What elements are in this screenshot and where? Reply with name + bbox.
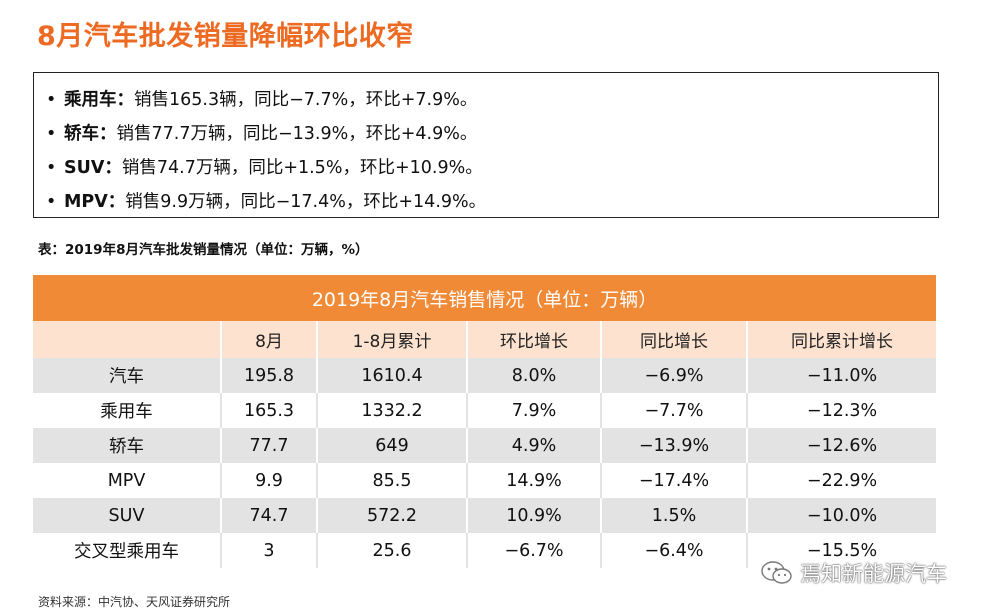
table-cell: −22.9% xyxy=(747,463,937,498)
table-cell: −6.7% xyxy=(467,533,602,568)
table-row: 汽车 195.8 1610.4 8.0% −6.9% −11.0% xyxy=(33,358,937,393)
summary-line: • MPV：销售9.9万辆，同比−17.4%，环比+14.9%。 xyxy=(46,185,938,219)
table-cell: 85.5 xyxy=(317,463,468,498)
table-cell: 14.9% xyxy=(467,463,602,498)
bullet: • xyxy=(46,90,57,110)
summary-line: • SUV：销售74.7万辆，同比+1.5%，环比+10.9%。 xyxy=(46,151,938,185)
summary-box: • 乘用车：销售165.3辆，同比−7.7%，环比+7.9%。 • 轿车：销售77.… xyxy=(33,72,939,218)
bullet: • xyxy=(46,124,57,144)
table-row: 交叉型乘用车 3 25.6 −6.7% −6.4% −15.5% xyxy=(33,533,937,568)
source-note: 资料来源：中汽协、天风证券研究所 xyxy=(38,595,231,609)
table-cell: 77.7 xyxy=(221,428,318,463)
watermark: 焉知新能源汽车 xyxy=(760,557,947,589)
table-cell: 9.9 xyxy=(221,463,318,498)
table-cell: 1.5% xyxy=(601,498,748,533)
table-cell: MPV xyxy=(33,463,222,498)
table-cell: −11.0% xyxy=(747,358,937,393)
table-cell: 乘用车 xyxy=(33,393,222,428)
summary-text: 销售165.3辆，同比−7.7%，环比+7.9%。 xyxy=(134,90,478,110)
wechat-icon xyxy=(761,561,792,584)
table-cell: SUV xyxy=(33,498,222,533)
column-header: 同比累计增长 xyxy=(747,321,937,358)
summary-text: 销售77.7万辆，同比−13.9%，环比+4.9%。 xyxy=(116,124,478,144)
table-cell: −6.4% xyxy=(601,533,748,568)
table-cell: −12.3% xyxy=(747,393,937,428)
table-cell: 交叉型乘用车 xyxy=(33,533,222,568)
summary-label: MPV： xyxy=(64,192,126,212)
table-cell: −7.7% xyxy=(601,393,748,428)
table-cell: 轿车 xyxy=(33,428,222,463)
table-cell: 572.2 xyxy=(317,498,468,533)
table-cell: 3 xyxy=(221,533,318,568)
table-cell: −6.9% xyxy=(601,358,748,393)
table-cell: −10.0% xyxy=(747,498,937,533)
column-header: 环比增长 xyxy=(467,321,602,358)
table-cell: 195.8 xyxy=(221,358,318,393)
summary-text: 销售74.7万辆，同比+1.5%，环比+10.9%。 xyxy=(121,158,483,178)
table-cell: 1610.4 xyxy=(317,358,468,393)
table-caption: 表：2019年8月汽车批发销量情况（单位：万辆，%） xyxy=(38,242,369,258)
table-cell: 10.9% xyxy=(467,498,602,533)
table-cell: 74.7 xyxy=(221,498,318,533)
column-header: 8月 xyxy=(221,321,318,358)
table-cell: −15.5% xyxy=(747,533,937,568)
table-cell: −12.6% xyxy=(747,428,937,463)
table-cell: 汽车 xyxy=(33,358,222,393)
bullet: • xyxy=(46,192,57,212)
table-cell: 1332.2 xyxy=(317,393,468,428)
table-cell: 25.6 xyxy=(317,533,468,568)
table-cell: 7.9% xyxy=(467,393,602,428)
column-header: 1-8月累计 xyxy=(317,321,468,358)
summary-label: 乘用车： xyxy=(64,90,134,110)
summary-text: 销售9.9万辆，同比−17.4%，环比+14.9%。 xyxy=(125,192,487,212)
table-cell: 165.3 xyxy=(221,393,318,428)
summary-line: • 轿车：销售77.7万辆，同比−13.9%，环比+4.9%。 xyxy=(46,117,938,151)
table-row: SUV 74.7 572.2 10.9% 1.5% −10.0% xyxy=(33,498,937,533)
table-row: 轿车 77.7 649 4.9% −13.9% −12.6% xyxy=(33,428,937,463)
summary-label: SUV： xyxy=(64,158,122,178)
summary-line: • 乘用车：销售165.3辆，同比−7.7%，环比+7.9%。 xyxy=(46,83,938,117)
bullet: • xyxy=(46,158,57,178)
table-row: MPV 9.9 85.5 14.9% −17.4% −22.9% xyxy=(33,463,937,498)
table-cell: 649 xyxy=(317,428,468,463)
table-title: 2019年8月汽车销售情况（单位：万辆） xyxy=(33,275,937,321)
table-cell: 4.9% xyxy=(467,428,602,463)
column-header xyxy=(33,321,222,358)
page-title: 8月汽车批发销量降幅环比收窄 xyxy=(37,21,414,52)
column-header: 同比增长 xyxy=(601,321,748,358)
table-row: 乘用车 165.3 1332.2 7.9% −7.7% −12.3% xyxy=(33,393,937,428)
watermark-text: 焉知新能源汽车 xyxy=(800,562,947,586)
sales-table: 2019年8月汽车销售情况（单位：万辆） 8月 1-8月累计 环比增长 同比增长… xyxy=(33,275,937,568)
table-cell: −13.9% xyxy=(601,428,748,463)
table-cell: −17.4% xyxy=(601,463,748,498)
table-cell: 8.0% xyxy=(467,358,602,393)
summary-label: 轿车： xyxy=(64,124,117,144)
